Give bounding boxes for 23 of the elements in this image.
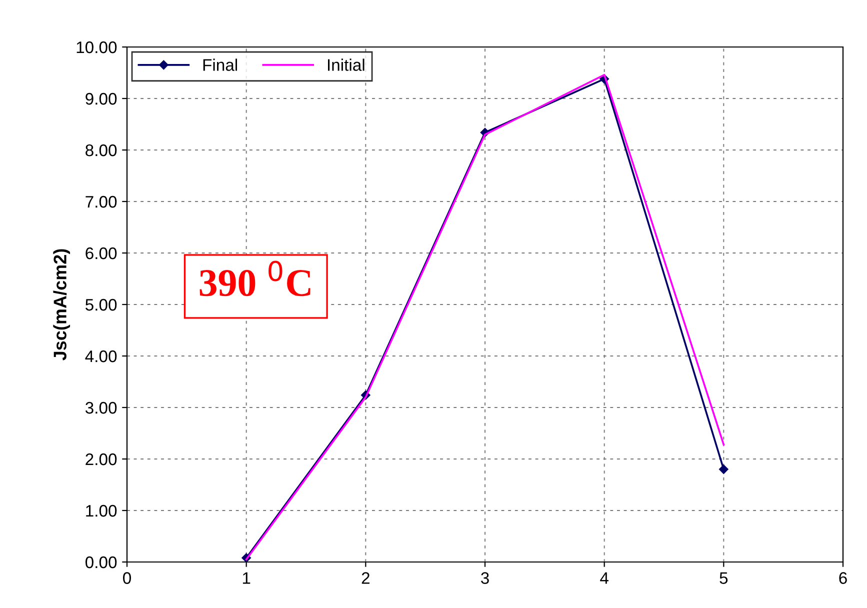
y-tick-label: 0.00 xyxy=(85,556,117,568)
x-tick-label: 2 xyxy=(362,572,370,584)
point xyxy=(719,464,728,474)
y-tick-label: 5.00 xyxy=(86,298,117,311)
y-tick-label: 6.00 xyxy=(86,247,117,260)
y-tick-label: 7.00 xyxy=(86,196,117,208)
legend-label: Final xyxy=(203,58,238,71)
legend-label: Initial xyxy=(328,58,364,71)
x-tick-label: 1 xyxy=(242,572,250,584)
x-tick-label: 0 xyxy=(123,572,131,584)
y-tick-label: 9.00 xyxy=(86,92,117,105)
y-tick-label: 3.00 xyxy=(85,402,117,414)
y-tick-label: 4.00 xyxy=(85,350,117,362)
x-tick-label: 4 xyxy=(600,572,608,584)
x-tick-label: 6 xyxy=(839,572,847,584)
y-axis-title: Jsc(mA/cm2) xyxy=(53,249,70,360)
x-tick-label: 3 xyxy=(481,572,489,584)
x-tick-label: 5 xyxy=(720,572,728,584)
y-tick-label: 8.00 xyxy=(86,144,117,156)
y-tick-label: 1.00 xyxy=(86,504,117,517)
y-tick-label: 10.00 xyxy=(76,41,117,54)
y-tick-label: 2.00 xyxy=(86,453,117,466)
annotation: 390 $^{0}$C xyxy=(200,260,310,296)
